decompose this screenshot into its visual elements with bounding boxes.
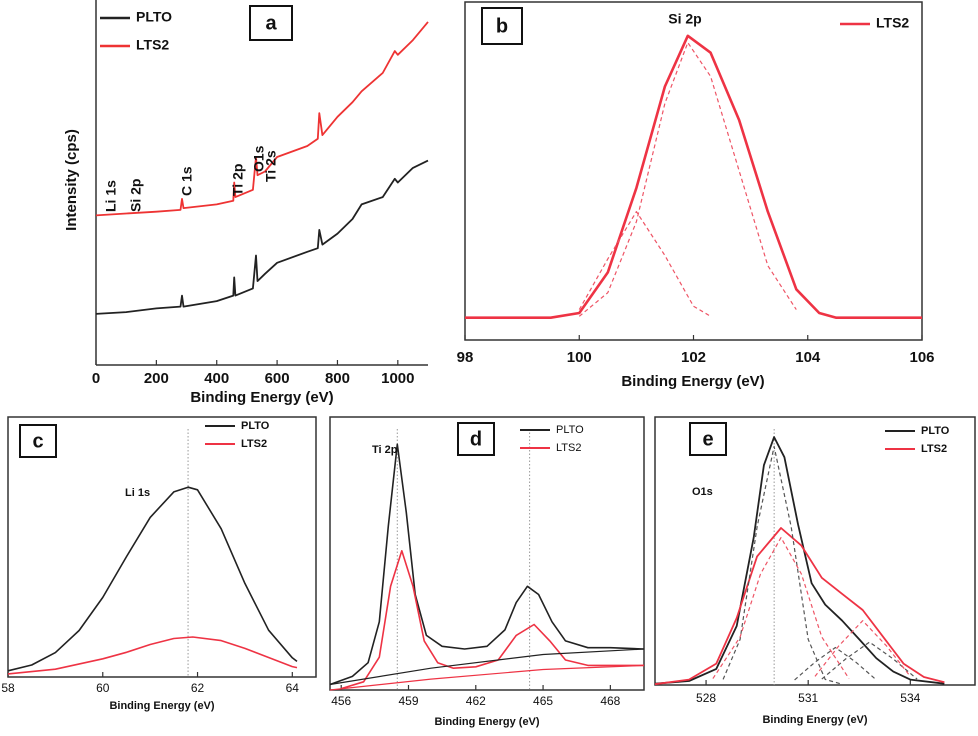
x-tick-label: 200 [144, 370, 169, 387]
plot-frame [654, 416, 976, 686]
x-tick-label: 106 [909, 349, 934, 366]
peak-annotation: O1s [251, 145, 267, 172]
peak-annotation: O1s [692, 486, 713, 498]
peak-annotation: Li 1s [103, 180, 119, 212]
component-line [794, 646, 877, 681]
x-axis-label: Binding Energy (eV) [190, 389, 333, 406]
x-tick-label: 462 [466, 694, 486, 708]
panel-label: d [470, 428, 482, 450]
x-axis-label: Binding Energy (eV) [762, 714, 867, 726]
x-tick-label: 400 [204, 370, 229, 387]
panel-label-box [457, 422, 495, 456]
peak-annotation: Ti 2p [230, 164, 246, 196]
component-line [722, 445, 843, 685]
peak-annotation: C 1s [179, 166, 195, 196]
x-tick-label: 800 [325, 370, 350, 387]
panel-label-box [249, 5, 293, 41]
series-line [465, 34, 922, 319]
legend-label: LTS2 [876, 15, 909, 31]
x-tick-label: 468 [600, 694, 620, 708]
panel-label: b [496, 15, 508, 37]
legend-label: PLTO [921, 425, 950, 437]
panel-label-box [481, 7, 523, 45]
component-line [578, 42, 797, 317]
series-line [95, 21, 429, 217]
series-line [654, 527, 945, 686]
legend-label: LTS2 [556, 442, 581, 454]
series-line [340, 550, 644, 690]
legend-label: LTS2 [921, 443, 947, 455]
plot-frame [7, 416, 317, 678]
x-tick-label: 465 [533, 694, 553, 708]
x-tick-label: 459 [398, 694, 418, 708]
x-tick-label: 60 [96, 681, 110, 695]
x-tick-label: 58 [1, 681, 15, 695]
legend-label: PLTO [136, 9, 172, 25]
x-tick-label: 100 [567, 349, 592, 366]
x-tick-label: 528 [696, 691, 716, 705]
component-line [578, 211, 711, 317]
component-line [712, 537, 850, 679]
series-line [7, 636, 298, 675]
series-line [329, 443, 645, 686]
legend-label: PLTO [556, 424, 584, 436]
component-line [329, 648, 645, 686]
x-tick-label: 534 [900, 691, 920, 705]
series-line [7, 486, 298, 672]
component-line [821, 641, 918, 680]
series-line [95, 159, 429, 315]
x-tick-label: 102 [681, 349, 706, 366]
x-tick-label: 531 [798, 691, 818, 705]
x-tick-label: 64 [286, 681, 300, 695]
x-tick-label: 1000 [381, 370, 414, 387]
plot-frame [329, 416, 645, 691]
panel-label: c [32, 430, 43, 452]
panel-label: e [702, 428, 713, 450]
peak-annotation: Ti 2s [263, 150, 279, 182]
x-axis-label: Binding Energy (eV) [434, 716, 539, 728]
panel-label: a [265, 12, 277, 34]
component-line [329, 664, 645, 691]
x-tick-label: 456 [331, 694, 351, 708]
x-axis-label: Binding Energy (eV) [621, 373, 764, 390]
legend-label: LTS2 [136, 37, 169, 53]
x-tick-label: 0 [92, 370, 100, 387]
x-axis-label: Binding Energy (eV) [109, 700, 214, 712]
x-tick-label: 104 [795, 349, 821, 366]
component-line [814, 620, 911, 677]
peak-annotation: Si 2p [668, 11, 701, 27]
series-line [654, 436, 945, 685]
x-tick-label: 62 [191, 681, 205, 695]
panel-label-box [689, 422, 727, 456]
peak-annotation: Si 2p [128, 179, 144, 212]
x-tick-label: 600 [265, 370, 290, 387]
panel-label-box [19, 424, 57, 458]
x-tick-label: 98 [457, 349, 474, 366]
plot-frame [464, 1, 923, 341]
y-axis-label: Intensity (cps) [63, 129, 80, 231]
peak-annotation: Li 1s [125, 487, 150, 499]
legend-label: LTS2 [241, 438, 267, 450]
legend-label: PLTO [241, 420, 270, 432]
peak-annotation: Ti 2p [372, 444, 398, 456]
